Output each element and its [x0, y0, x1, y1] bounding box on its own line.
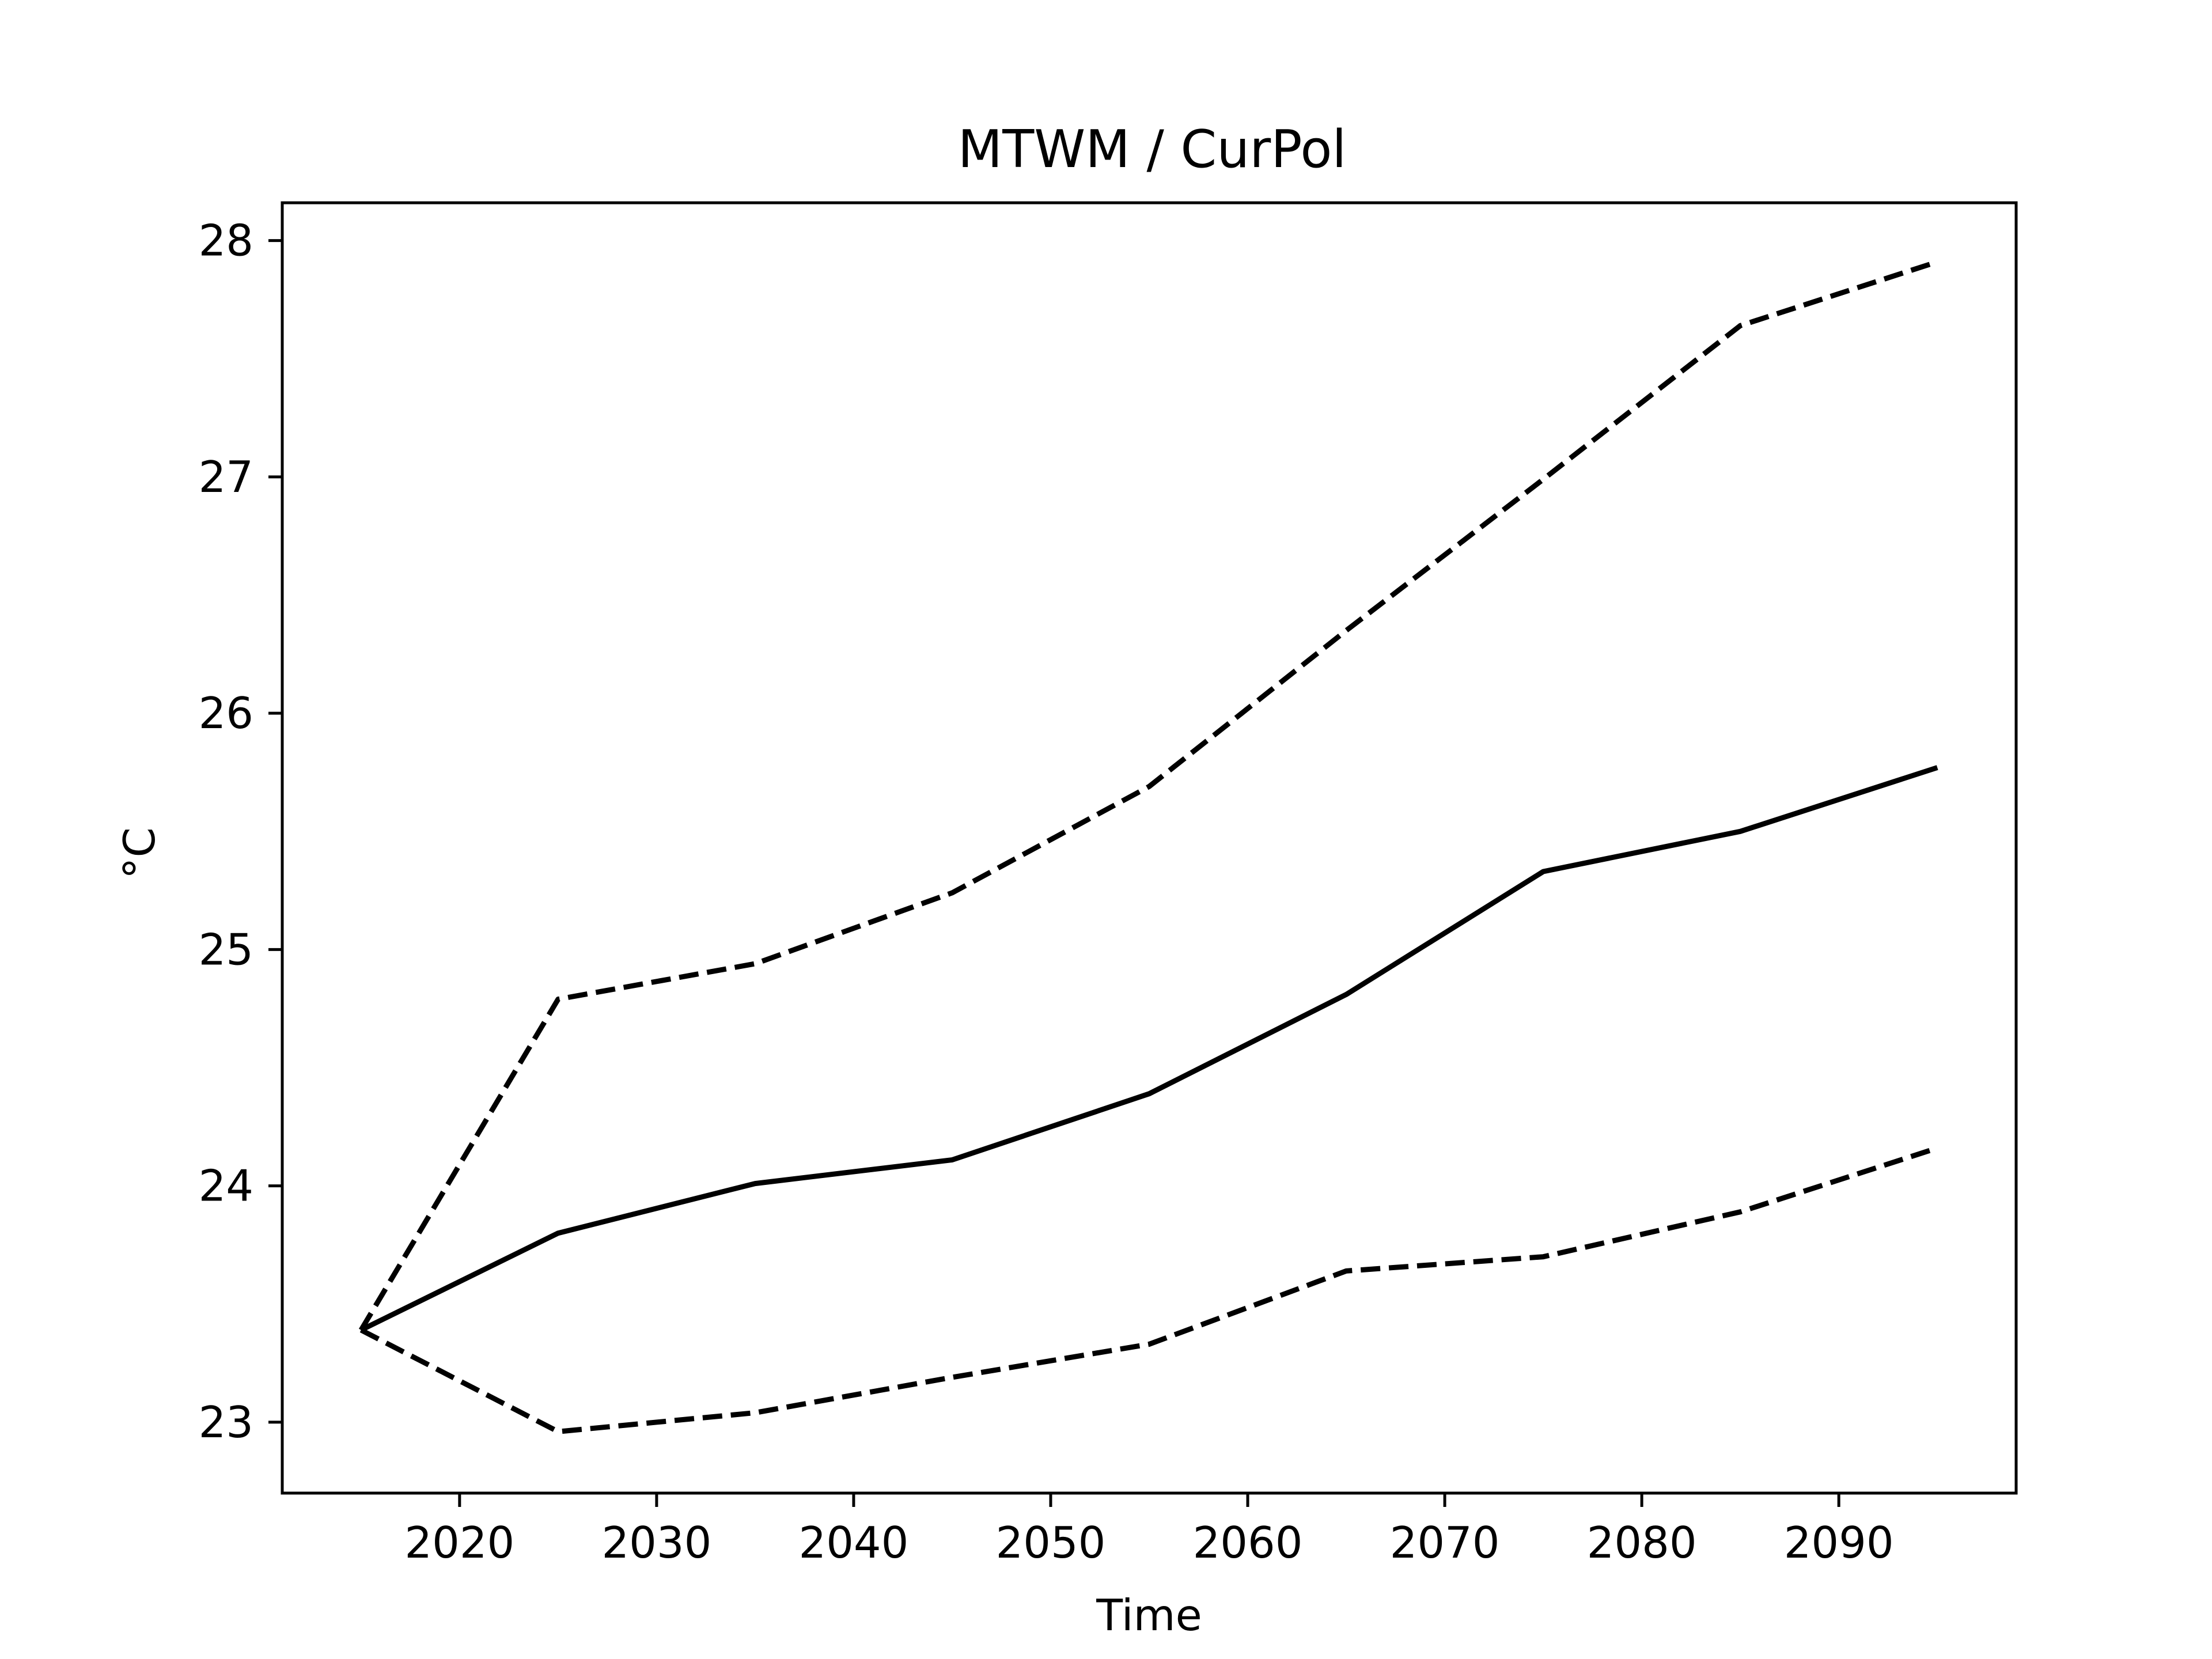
y-tick-label: 26: [199, 688, 253, 738]
x-tick-label: 2090: [1784, 1517, 1894, 1568]
y-tick-label: 23: [199, 1397, 253, 1448]
x-axis-label: Time: [1096, 1590, 1202, 1641]
y-axis: 23 24 25 26 27 28: [199, 215, 282, 1448]
x-tick-label: 2030: [601, 1517, 711, 1568]
x-tick-label: 2050: [996, 1517, 1106, 1568]
y-tick-label: 25: [199, 924, 253, 975]
x-tick-label: 2080: [1587, 1517, 1697, 1568]
y-axis-label: °C: [114, 827, 165, 879]
x-tick-label: 2040: [798, 1517, 908, 1568]
x-tick-label: 2020: [404, 1517, 514, 1568]
y-tick-label: 27: [199, 452, 253, 502]
x-tick-label: 2060: [1193, 1517, 1303, 1568]
y-tick-label: 28: [199, 215, 253, 266]
x-axis: 2020 2030 2040 2050 2060 2070 2080 2090: [404, 1493, 1894, 1568]
plot-lines: [358, 259, 1938, 1434]
y-tick-label: 24: [199, 1161, 253, 1211]
x-tick-label: 2070: [1390, 1517, 1500, 1568]
series-line-1: [359, 765, 1938, 1332]
series-line-2: [358, 259, 1938, 1332]
plot-frame: [281, 201, 2018, 1495]
series-line-3: [359, 1145, 1938, 1434]
chart-title: MTWM / CurPol: [958, 119, 1347, 180]
